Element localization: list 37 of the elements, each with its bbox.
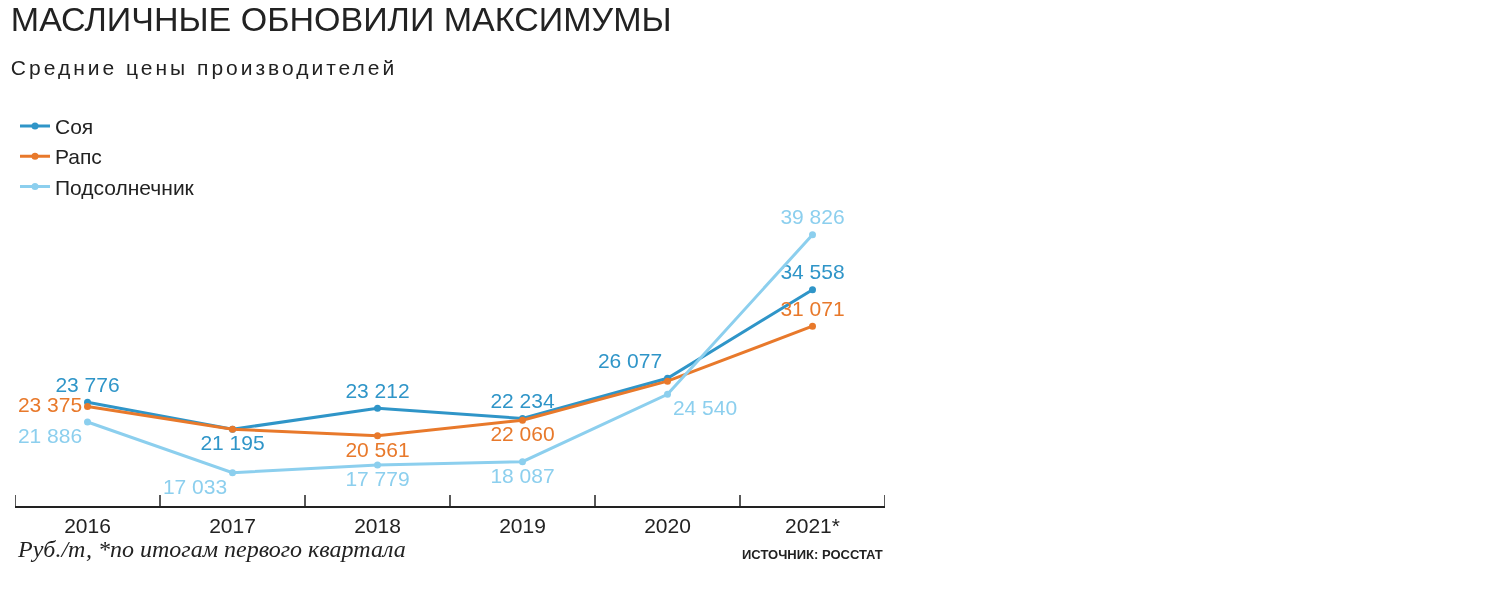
point — [374, 461, 381, 469]
data-label: 22 060 — [490, 422, 555, 446]
point — [84, 418, 91, 426]
data-label: 17 779 — [345, 467, 410, 491]
point — [809, 231, 816, 239]
x-tick-label: 2017 — [209, 513, 256, 537]
x-tick-label: 2018 — [354, 513, 401, 537]
data-label: 18 087 — [490, 463, 555, 487]
legend-label: Соя — [55, 115, 94, 139]
legend-label: Рапс — [55, 145, 102, 169]
point — [84, 402, 91, 410]
chart-title: МАСЛИЧНЫЕ ОБНОВИЛИ МАКСИМУМЫ — [10, 0, 672, 38]
data-label: 21 886 — [17, 424, 83, 448]
point — [519, 458, 526, 466]
point — [229, 469, 236, 477]
text: Руб./т, *по итогам первого квартала — [17, 536, 406, 562]
data-label: 22 234 — [490, 388, 555, 412]
data-label: 17 033 — [162, 474, 228, 498]
data-label: 24 540 — [672, 396, 738, 420]
data-label: 26 077 — [597, 348, 663, 372]
x-tick-label: 2021* — [785, 513, 840, 537]
point — [809, 286, 816, 294]
data-label: 39 826 — [780, 205, 845, 229]
x-tick-label: 2020 — [644, 513, 691, 537]
point — [664, 390, 671, 398]
point — [374, 404, 381, 412]
legend-label: Подсолнечник — [55, 175, 195, 199]
point — [809, 322, 816, 330]
chart-subtitle: Средние цены производителей — [10, 56, 398, 79]
text: ИСТОЧНИК: РОССТАТ — [742, 547, 883, 562]
point — [374, 432, 381, 440]
data-label: 23 212 — [345, 378, 410, 402]
data-label: 31 071 — [780, 296, 845, 320]
data-label: 21 195 — [200, 431, 265, 455]
x-tick-label: 2016 — [64, 513, 111, 537]
x-tick-label: 2019 — [499, 513, 546, 537]
data-label: 20 561 — [345, 437, 410, 461]
